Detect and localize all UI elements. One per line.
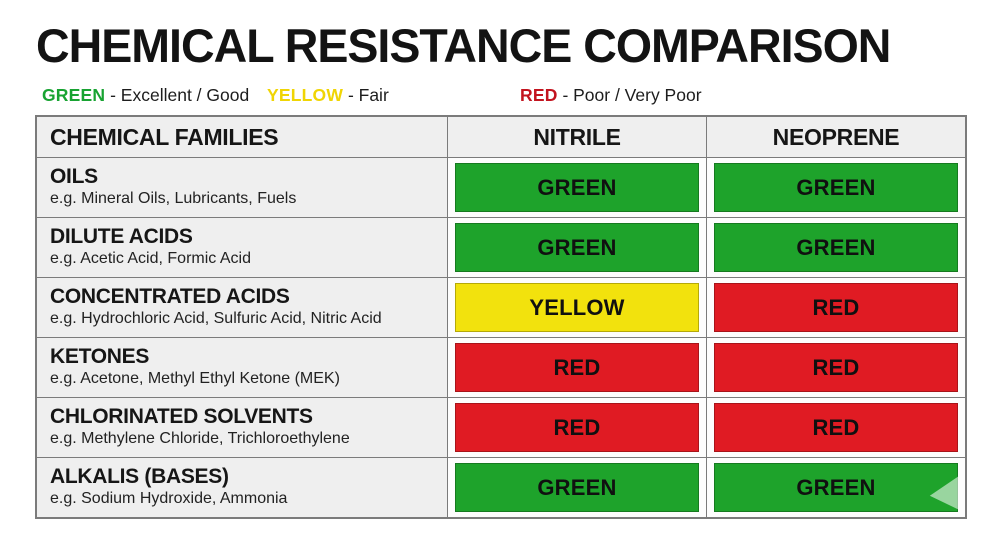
nitrile-rating-cell: GREEN (447, 157, 706, 217)
neoprene-rating-cell: GREEN (706, 217, 965, 277)
nitrile-rating-cell: RED (447, 397, 706, 457)
chemical-family-cell: KETONES e.g. Acetone, Methyl Ethyl Keton… (37, 337, 447, 397)
page-title: CHEMICAL RESISTANCE COMPARISON (36, 19, 891, 72)
chemical-family-cell: CHLORINATED SOLVENTS e.g. Methylene Chlo… (37, 397, 447, 457)
chemical-family-cell: DILUTE ACIDS e.g. Acetic Acid, Formic Ac… (37, 217, 447, 277)
legend-desc-red: - Poor / Very Poor (562, 85, 702, 105)
chemical-family-name: OILS (50, 164, 98, 188)
chemical-family-examples: e.g. Sodium Hydroxide, Ammonia (50, 490, 288, 508)
chemical-family-examples: e.g. Hydrochloric Acid, Sulfuric Acid, N… (50, 310, 382, 328)
neoprene-rating-cell: GREEN (706, 157, 965, 217)
legend-key-yellow: YELLOW (267, 85, 344, 105)
chemical-family-cell: OILS e.g. Mineral Oils, Lubricants, Fuel… (37, 157, 447, 217)
chemical-family-examples: e.g. Mineral Oils, Lubricants, Fuels (50, 190, 297, 208)
neoprene-rating-cell: RED (706, 277, 965, 337)
neoprene-rating-chip: GREEN (714, 163, 958, 212)
nitrile-rating-chip: YELLOW (455, 283, 699, 332)
nitrile-rating-chip: RED (455, 403, 699, 452)
legend-desc-yellow: - Fair (347, 85, 389, 105)
column-header-nitrile: NITRILE (447, 117, 706, 157)
page-fold-watermark (929, 476, 958, 510)
chemical-family-name: CHLORINATED SOLVENTS (50, 404, 313, 428)
chemical-family-examples: e.g. Acetone, Methyl Ethyl Ketone (MEK) (50, 370, 340, 388)
nitrile-rating-cell: RED (447, 337, 706, 397)
neoprene-rating-chip: GREEN (714, 223, 958, 272)
nitrile-rating-cell: GREEN (447, 457, 706, 517)
chemical-family-name: DILUTE ACIDS (50, 224, 193, 248)
chemical-family-name: ALKALIS (BASES) (50, 464, 229, 488)
chemical-family-examples: e.g. Methylene Chloride, Trichloroethyle… (50, 430, 350, 448)
legend-item-red: RED - Poor / Very Poor (520, 85, 702, 106)
neoprene-rating-chip: RED (714, 403, 958, 452)
neoprene-rating-chip: GREEN (714, 463, 958, 512)
nitrile-rating-chip: GREEN (455, 223, 699, 272)
neoprene-rating-cell: GREEN (706, 457, 965, 517)
comparison-table: CHEMICAL FAMILIES NITRILE NEOPRENE OILS … (35, 115, 967, 519)
chemical-family-examples: e.g. Acetic Acid, Formic Acid (50, 250, 251, 268)
neoprene-rating-chip: RED (714, 343, 958, 392)
legend: GREEN - Excellent / Good YELLOW - Fair R… (0, 85, 1000, 107)
nitrile-rating-chip: RED (455, 343, 699, 392)
legend-item-yellow: YELLOW - Fair (267, 85, 389, 106)
legend-desc-green: - Excellent / Good (110, 85, 250, 105)
column-header-chemical-families: CHEMICAL FAMILIES (37, 117, 447, 157)
legend-item-green: GREEN - Excellent / Good (42, 85, 249, 106)
column-header-neoprene: NEOPRENE (706, 117, 965, 157)
legend-key-green: GREEN (42, 85, 106, 105)
legend-key-red: RED (520, 85, 558, 105)
chemical-family-name: CONCENTRATED ACIDS (50, 284, 290, 308)
nitrile-rating-cell: GREEN (447, 217, 706, 277)
neoprene-rating-cell: RED (706, 397, 965, 457)
chemical-family-cell: CONCENTRATED ACIDS e.g. Hydrochloric Aci… (37, 277, 447, 337)
chemical-family-name: KETONES (50, 344, 150, 368)
neoprene-rating-chip: RED (714, 283, 958, 332)
nitrile-rating-cell: YELLOW (447, 277, 706, 337)
nitrile-rating-chip: GREEN (455, 463, 699, 512)
chemical-family-cell: ALKALIS (BASES) e.g. Sodium Hydroxide, A… (37, 457, 447, 517)
nitrile-rating-chip: GREEN (455, 163, 699, 212)
neoprene-rating-cell: RED (706, 337, 965, 397)
